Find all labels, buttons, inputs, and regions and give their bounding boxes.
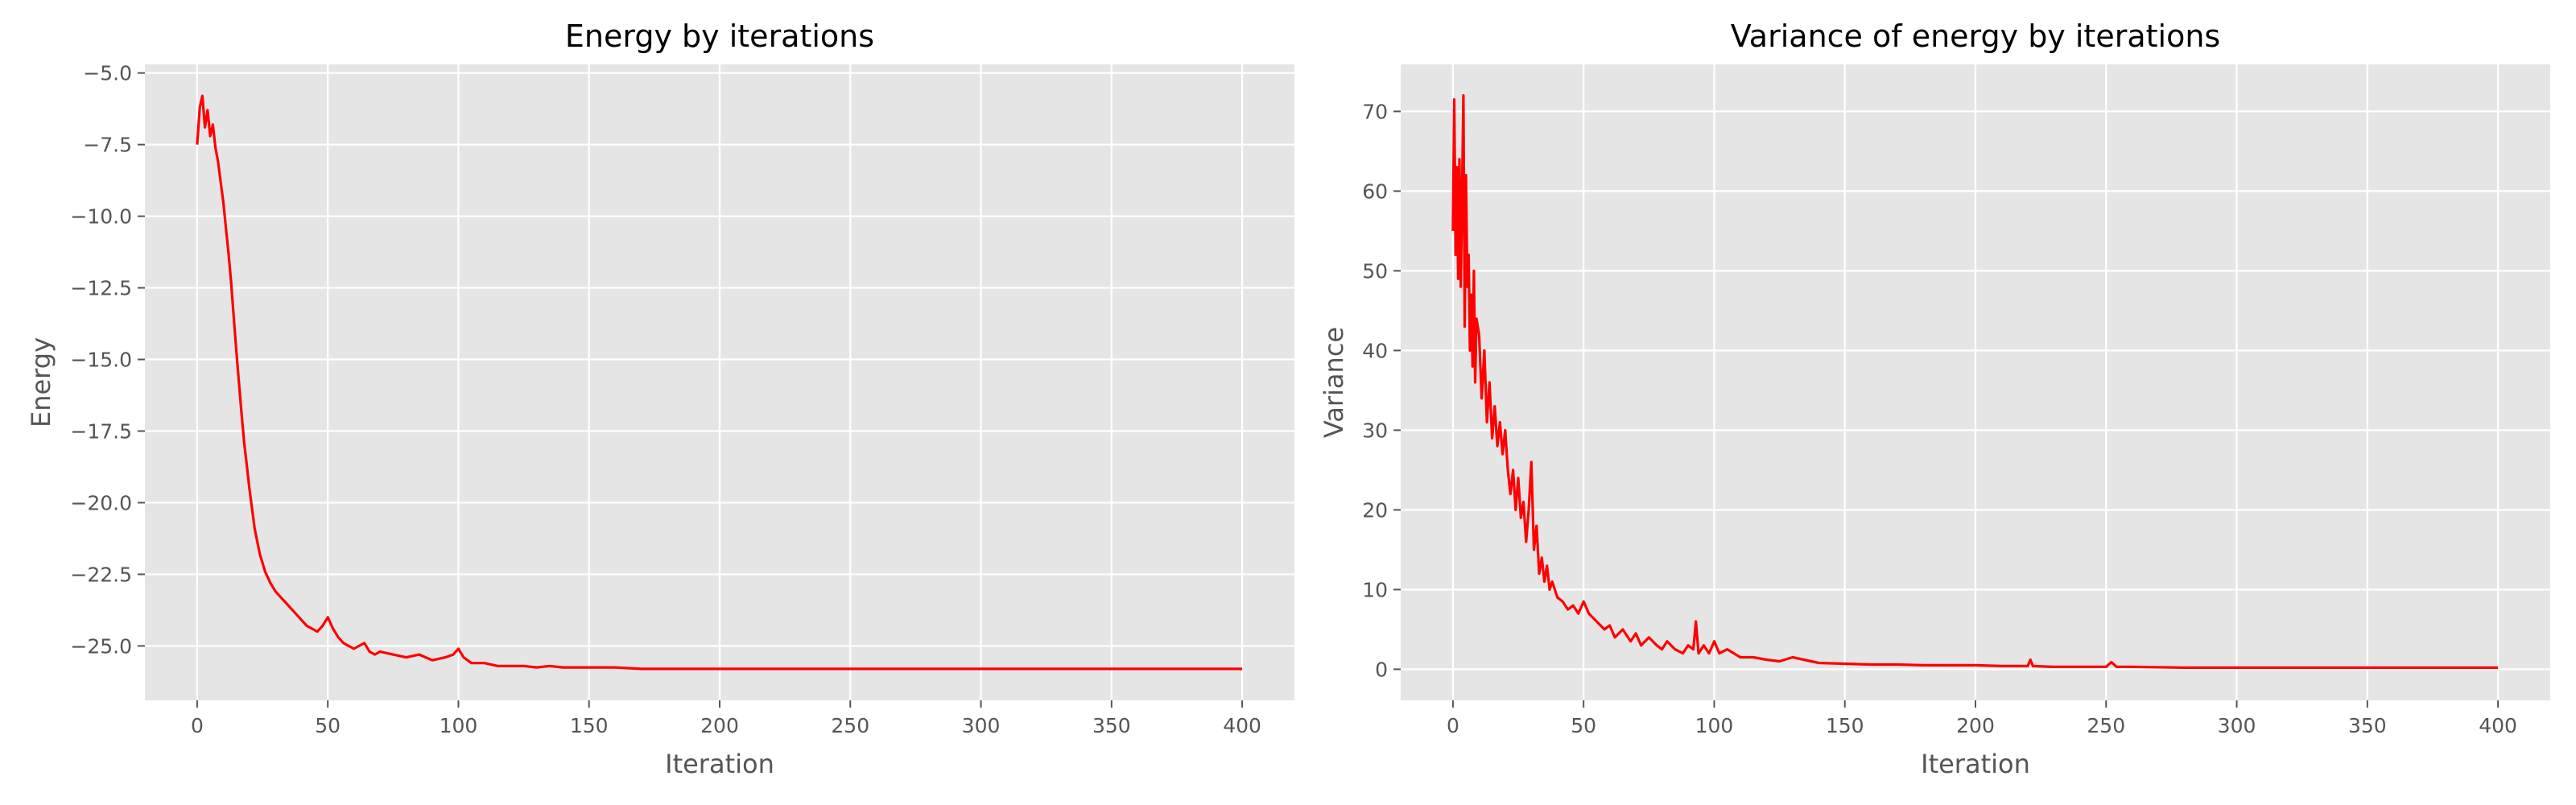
energy-x-gridlines: [196, 64, 1244, 700]
energy-y-tick-label: −20.0: [70, 491, 132, 514]
variance-x-tick-label: 50: [1571, 714, 1596, 737]
variance-y-tick-label: 60: [1362, 180, 1388, 203]
energy-y-tick-label: −22.5: [70, 563, 132, 586]
variance-x-tick-label: 400: [2479, 714, 2517, 737]
energy-y-tick-label: −7.5: [83, 134, 132, 157]
energy-y-tick-label: −10.0: [70, 205, 132, 229]
variance-y-tick-label: 10: [1362, 578, 1388, 601]
variance-x-ticks: 0 50 100 150 200 250 300 350 400: [1447, 700, 2517, 737]
energy-x-axis-label: Iteration: [665, 749, 774, 779]
energy-y-axis-label: Energy: [26, 337, 56, 427]
variance-x-axis-label: Iteration: [1921, 749, 2030, 779]
energy-x-tick-label: 250: [831, 714, 869, 737]
variance-y-tick-label: 40: [1362, 339, 1388, 362]
variance-chart-panel: 0 50 100 150 200 250 300 350 400 0 10 20 30 40 50 60 70…: [1319, 19, 2550, 779]
variance-y-tick-label: 30: [1362, 419, 1388, 442]
variance-x-tick-label: 250: [2087, 714, 2125, 737]
energy-series-group: [196, 94, 1243, 671]
energy-x-tick-label: 50: [315, 714, 341, 737]
energy-x-tick-label: 100: [440, 714, 478, 737]
energy-x-tick-label: 150: [570, 714, 609, 737]
variance-x-tick-label: 350: [2348, 714, 2387, 737]
energy-x-tick-label: 200: [700, 714, 739, 737]
energy-x-tick-label: 400: [1223, 714, 1261, 737]
energy-y-tick-label: −12.5: [70, 277, 132, 300]
variance-y-tick-label: 0: [1375, 658, 1388, 681]
variance-x-gridlines: [1451, 64, 2500, 700]
energy-chart-title: Energy by iterations: [565, 19, 874, 54]
variance-y-gridlines: [1401, 110, 2550, 671]
variance-x-tick-label: 0: [1447, 714, 1459, 737]
variance-series-line: [1451, 93, 2499, 670]
variance-x-tick-label: 150: [1826, 714, 1864, 737]
variance-y-tick-label: 50: [1362, 259, 1388, 283]
energy-y-ticks: −25.0 −22.5 −20.0 −17.5 −15.0 −12.5 −10.0 −7.5 −…: [70, 62, 145, 658]
energy-series-line: [196, 94, 1243, 671]
energy-x-tick-label: 350: [1092, 714, 1131, 737]
variance-series-group: [1451, 93, 2499, 670]
energy-y-tick-label: −5.0: [83, 62, 132, 85]
variance-y-tick-label: 20: [1362, 498, 1388, 522]
energy-x-tick-label: 300: [962, 714, 1001, 737]
energy-x-tick-label: 0: [191, 714, 204, 737]
variance-x-tick-label: 200: [1956, 714, 1995, 737]
energy-y-tick-label: −15.0: [70, 349, 132, 372]
energy-y-gridlines: [145, 72, 1294, 647]
variance-y-axis-label: Variance: [1319, 327, 1349, 438]
variance-x-tick-label: 100: [1695, 714, 1734, 737]
energy-x-ticks: 0 50 100 150 200 250 300 350 400: [191, 700, 1261, 737]
energy-y-tick-label: −17.5: [70, 419, 132, 443]
energy-chart-panel: 0 50 100 150 200 250 300 350 400 −25.0 −22.5 −20.0…: [26, 19, 1294, 779]
variance-x-tick-label: 300: [2218, 714, 2256, 737]
variance-chart-title: Variance of energy by iterations: [1731, 19, 2220, 54]
energy-y-tick-label: −25.0: [70, 634, 132, 658]
variance-y-ticks: 0 10 20 30 40 50 60 70: [1362, 100, 1401, 681]
variance-y-tick-label: 70: [1362, 100, 1388, 123]
